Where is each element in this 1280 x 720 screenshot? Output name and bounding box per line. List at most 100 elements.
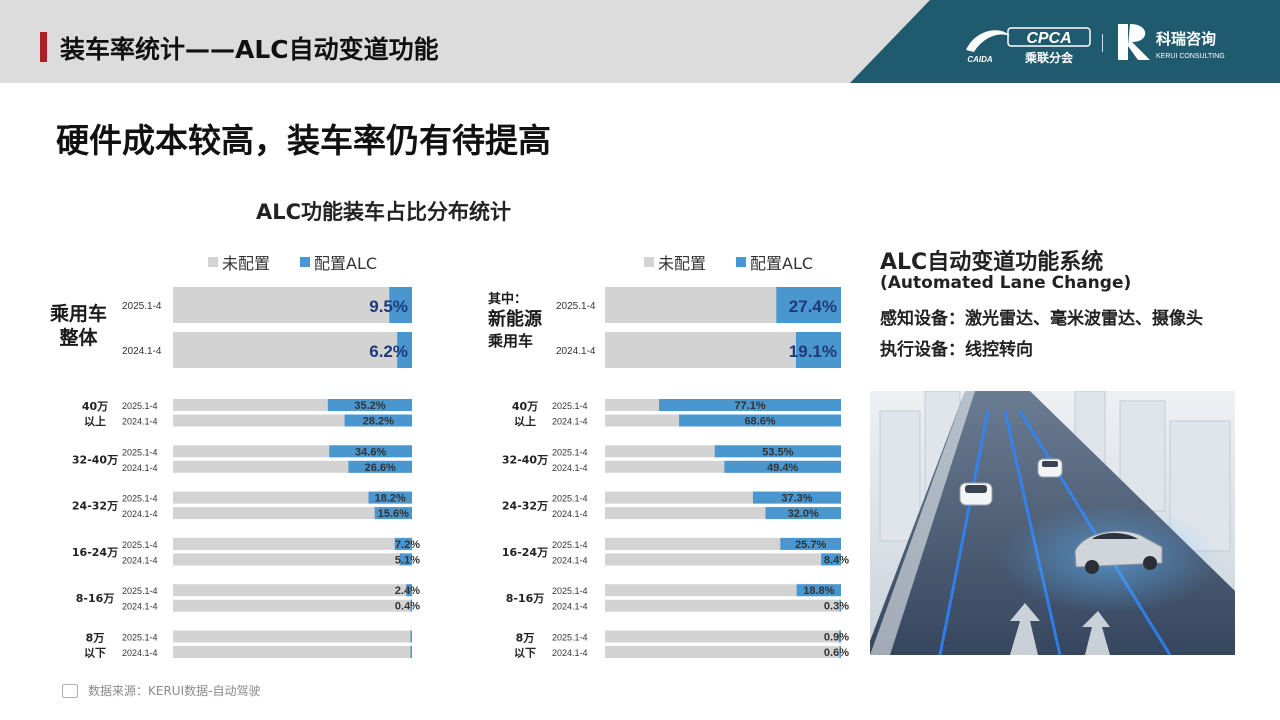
bar-alc bbox=[780, 537, 841, 550]
bar-alc bbox=[368, 491, 412, 504]
bar-unconfigured bbox=[173, 599, 412, 612]
period-label: 2025.1-4 bbox=[552, 447, 588, 457]
side-panel-title: ALC自动变道功能系统 bbox=[880, 250, 1104, 275]
data-label: 6.2% bbox=[369, 342, 408, 361]
period-label: 2024.1-4 bbox=[552, 602, 588, 612]
data-label: 19.1% bbox=[789, 342, 837, 361]
period-label: 2025.1-4 bbox=[552, 401, 588, 411]
bar-alc bbox=[659, 399, 841, 411]
header-logo-band bbox=[850, 0, 1280, 83]
legend-item-on: 配置ALC bbox=[736, 250, 813, 274]
data-label: 34.6% bbox=[355, 446, 386, 458]
group-label-overall: 乘用车 整体 bbox=[50, 302, 107, 350]
group-label-line: 乘用车 bbox=[50, 303, 108, 325]
cpca-swoosh-icon bbox=[966, 30, 1010, 52]
data-label: 32.0% bbox=[788, 508, 819, 520]
price-band-label: 以上 bbox=[514, 414, 536, 428]
legend-label-on: 配置ALC bbox=[750, 254, 814, 273]
period-label: 2025.1-4 bbox=[552, 494, 588, 504]
bar-alc bbox=[752, 491, 841, 504]
header-bar: 装车率统计——ALC自动变道功能 CPCA 乘联分会 CAIDA 科瑞咨询 KE… bbox=[0, 0, 1280, 83]
period-label: 2025.1-4 bbox=[122, 633, 158, 643]
price-band-label: 8万 bbox=[516, 632, 535, 645]
data-label: 49.4% bbox=[767, 462, 798, 474]
legend-swatch-on bbox=[300, 257, 311, 267]
period-label: 2024.1-4 bbox=[552, 417, 588, 427]
kerui-logo-en: KERUI CONSULTING bbox=[1156, 53, 1225, 60]
bar-alc bbox=[329, 445, 412, 458]
road-shoulder bbox=[870, 391, 975, 655]
data-label: 37.3% bbox=[781, 493, 812, 505]
cpca-logo-cn: 乘联分会 bbox=[1024, 50, 1074, 65]
price-band-label: 16-24万 bbox=[502, 546, 548, 559]
side-panel-sensors: 感知设备：激光雷达、毫米波雷达、摄像头 bbox=[880, 309, 1203, 329]
data-label: 0.3% bbox=[824, 601, 849, 613]
price-band-label: 32-40万 bbox=[72, 453, 118, 466]
bar-alc bbox=[406, 584, 412, 597]
calendar-icon bbox=[62, 683, 78, 698]
price-band-label: 以下 bbox=[84, 647, 106, 660]
data-label: 35.2% bbox=[354, 400, 385, 412]
bar-unconfigured bbox=[605, 553, 841, 566]
bar-alc bbox=[344, 414, 412, 427]
data-label: 25.7% bbox=[795, 539, 826, 551]
period-label: 2025.1-4 bbox=[552, 586, 588, 596]
bar-alc bbox=[410, 630, 412, 643]
data-label: 5.1% bbox=[395, 554, 420, 566]
data-label: 28.2% bbox=[363, 416, 394, 428]
bar-unconfigured bbox=[173, 537, 412, 550]
data-label: 18.8% bbox=[803, 585, 834, 597]
bar-unconfigured bbox=[605, 646, 841, 658]
price-band-label: 24-32万 bbox=[72, 500, 118, 513]
other-car-icon bbox=[959, 482, 993, 506]
legend-left: 未配置 配置ALC bbox=[208, 250, 407, 274]
logo-separator bbox=[1102, 34, 1103, 52]
slide-subtitle: 硬件成本较高，装车率仍有待提高 bbox=[56, 121, 551, 160]
bar-alc bbox=[374, 507, 412, 520]
period-label: 2024.1-4 bbox=[122, 602, 158, 612]
price-band-label: 24-32万 bbox=[502, 500, 548, 513]
bar-alc bbox=[348, 460, 412, 473]
period-label: 2024.1-4 bbox=[122, 417, 158, 427]
legend-item-on: 配置ALC bbox=[300, 250, 377, 274]
data-source-text: 数据来源：KERUI数据-自动驾驶 bbox=[88, 684, 261, 698]
bar-alc bbox=[839, 646, 841, 658]
data-label: 77.1% bbox=[734, 400, 765, 412]
bar-alc bbox=[724, 460, 841, 473]
lane-arrows bbox=[1010, 603, 1110, 655]
period-label: 2025.1-4 bbox=[122, 540, 158, 550]
chart-title: ALC功能装车占比分布统计 bbox=[256, 200, 512, 224]
bar-unconfigured bbox=[605, 599, 841, 612]
page-title: 装车率统计——ALC自动变道功能 bbox=[60, 35, 439, 64]
bar-alc bbox=[327, 399, 412, 411]
bar-unconfigured bbox=[605, 507, 841, 520]
data-label: 27.4% bbox=[789, 297, 837, 316]
bar-alc bbox=[839, 599, 841, 612]
period-label: 2024.1-4 bbox=[122, 555, 158, 565]
kerui-logo: 科瑞咨询 KERUI CONSULTING bbox=[1118, 24, 1225, 60]
side-panel-actuators: 执行设备：线控转向 bbox=[880, 340, 1033, 360]
period-label: 2025.1-4 bbox=[122, 301, 162, 312]
legend-label-on: 配置ALC bbox=[314, 254, 378, 273]
legend-swatch-off bbox=[208, 257, 218, 267]
period-label: 2024.1-4 bbox=[122, 509, 158, 519]
group-label-line: 整体 bbox=[59, 327, 98, 349]
period-label: 2025.1-4 bbox=[556, 301, 596, 312]
bar-alc bbox=[397, 332, 412, 368]
period-label: 2024.1-4 bbox=[122, 463, 158, 473]
bar-alc bbox=[410, 599, 412, 612]
bar-alc bbox=[796, 584, 841, 597]
bar-alc bbox=[795, 332, 841, 368]
distant-car-icon bbox=[1037, 458, 1063, 478]
bar-unconfigured bbox=[173, 491, 412, 504]
bar-unconfigured bbox=[173, 584, 412, 597]
cpca-logo-small: CAIDA bbox=[967, 55, 993, 64]
period-label: 2025.1-4 bbox=[122, 447, 158, 457]
side-panel-subtitle: (Automated Lane Change) bbox=[880, 273, 1132, 293]
period-label: 2025.1-4 bbox=[122, 586, 158, 596]
group-label-nev: 其中： 新能源 乘用车 bbox=[488, 291, 542, 351]
period-label: 2024.1-4 bbox=[552, 555, 588, 565]
legend-item-off: 未配置 bbox=[644, 250, 706, 274]
group-label-line: 新能源 bbox=[488, 309, 542, 330]
cpca-logo: CPCA 乘联分会 CAIDA bbox=[966, 27, 1091, 65]
